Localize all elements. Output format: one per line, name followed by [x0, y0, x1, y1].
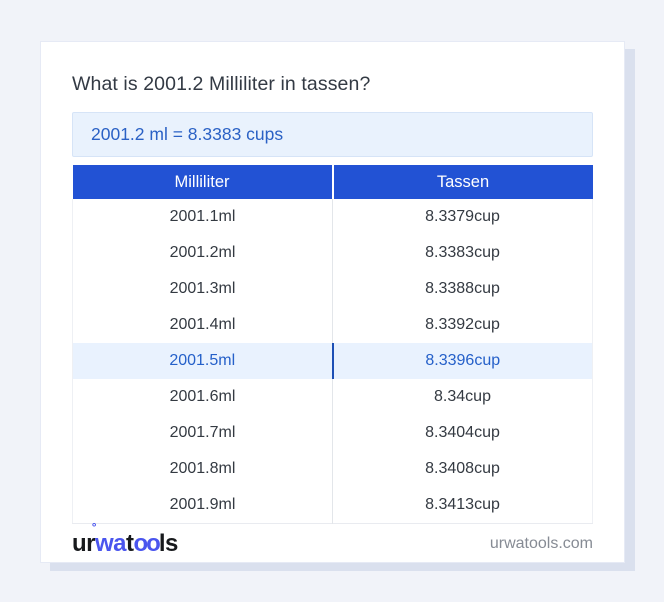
column-header-milliliter: Milliliter — [72, 165, 333, 199]
ml-cell: 2001.2ml — [72, 235, 333, 271]
logo-text-wa: ˚ wa — [92, 522, 127, 557]
table-row[interactable]: 2001.3ml 8.3388cup — [72, 271, 593, 307]
table-row[interactable]: 2001.4ml 8.3392cup — [72, 307, 593, 343]
converter-card: What is 2001.2 Milliliter in tassen? 200… — [40, 41, 625, 563]
cup-cell: 8.3408cup — [332, 451, 593, 487]
conversion-result-text: 2001.2 ml = 8.3383 cups — [91, 124, 284, 144]
ml-cell: 2001.5ml — [72, 343, 334, 379]
conversion-table: Milliliter Tassen 2001.1ml 8.3379cup 200… — [72, 165, 593, 524]
column-header-tassen: Tassen — [331, 165, 593, 199]
table-row[interactable]: 2001.6ml 8.34cup — [72, 379, 593, 415]
table-row[interactable]: 2001.1ml 8.3379cup — [72, 199, 593, 235]
ml-cell: 2001.7ml — [72, 415, 333, 451]
ml-cell: 2001.4ml — [72, 307, 333, 343]
conversion-result-box: 2001.2 ml = 8.3383 cups — [72, 112, 593, 157]
table-row-highlighted[interactable]: 2001.5ml 8.3396cup — [72, 343, 593, 379]
site-domain-text: urwatools.com — [489, 535, 593, 552]
ml-cell: 2001.3ml — [72, 271, 333, 307]
table-row[interactable]: 2001.7ml 8.3404cup — [72, 415, 593, 451]
table-row[interactable]: 2001.9ml 8.3413cup — [72, 487, 593, 523]
logo-text-ur: ur — [72, 530, 96, 557]
card-footer: ur ˚ watools urwatools.com — [72, 522, 593, 565]
cup-cell: 8.3379cup — [332, 199, 593, 235]
logo-text-ls: ls — [158, 530, 179, 557]
cup-cell: 8.3383cup — [332, 235, 593, 271]
cup-cell: 8.3388cup — [332, 271, 593, 307]
table-row[interactable]: 2001.2ml 8.3383cup — [72, 235, 593, 271]
logo-text-oo: oo — [133, 530, 161, 557]
page-title: What is 2001.2 Milliliter in tassen? — [72, 73, 371, 95]
ml-cell: 2001.1ml — [72, 199, 333, 235]
table-header-row: Milliliter Tassen — [72, 165, 593, 199]
cup-cell: 8.34cup — [332, 379, 593, 415]
cup-cell: 8.3404cup — [332, 415, 593, 451]
ml-cell: 2001.9ml — [72, 487, 333, 523]
logo-ring-accent: ˚ — [92, 522, 97, 539]
ml-cell: 2001.6ml — [72, 379, 333, 415]
urwatools-logo[interactable]: ur ˚ watools — [72, 522, 179, 558]
table-row[interactable]: 2001.8ml 8.3408cup — [72, 451, 593, 487]
logo-text-t: t — [126, 530, 134, 557]
ml-cell: 2001.8ml — [72, 451, 333, 487]
cup-cell: 8.3413cup — [332, 487, 593, 523]
cup-cell: 8.3396cup — [332, 343, 593, 379]
cup-cell: 8.3392cup — [332, 307, 593, 343]
